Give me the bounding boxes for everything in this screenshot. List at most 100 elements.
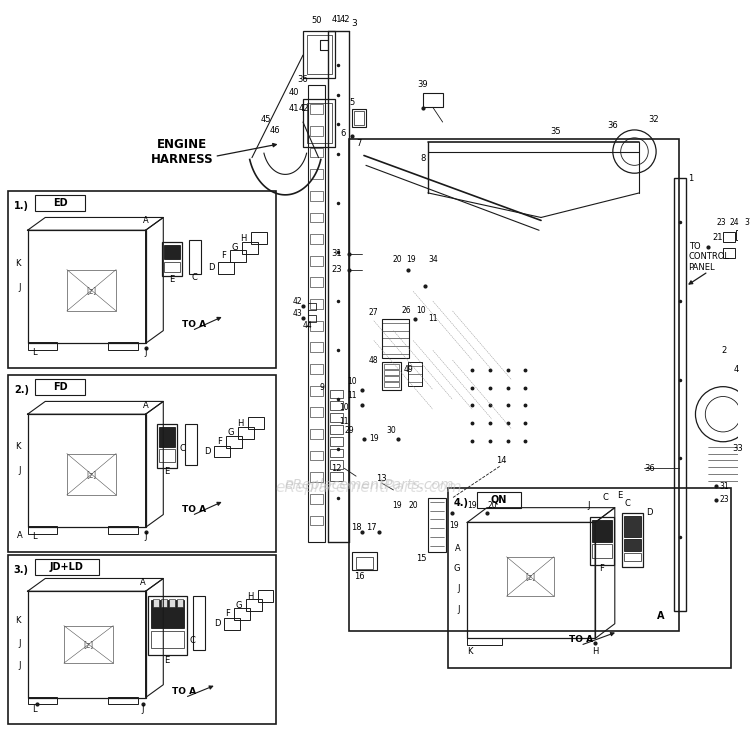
- Bar: [624, 553, 641, 561]
- Bar: [158, 424, 177, 468]
- Bar: [193, 596, 205, 650]
- Text: D: D: [204, 447, 211, 456]
- Text: 23: 23: [719, 496, 729, 504]
- Text: 39: 39: [418, 80, 428, 89]
- Text: F: F: [221, 251, 226, 260]
- Text: 35: 35: [550, 128, 561, 136]
- Bar: [214, 446, 230, 457]
- Bar: [506, 557, 554, 596]
- Bar: [258, 590, 274, 602]
- Bar: [185, 424, 196, 465]
- Text: 13: 13: [376, 474, 387, 482]
- Text: ENGINE
HARNESS: ENGINE HARNESS: [151, 138, 213, 166]
- Bar: [310, 147, 322, 158]
- Bar: [352, 109, 366, 127]
- Bar: [230, 250, 246, 262]
- Bar: [310, 191, 322, 201]
- Text: 34: 34: [428, 255, 438, 265]
- Bar: [592, 520, 612, 542]
- Text: 27: 27: [369, 309, 379, 317]
- Text: 36: 36: [608, 122, 618, 130]
- Bar: [159, 449, 175, 463]
- Text: 44: 44: [303, 321, 313, 330]
- Text: 17: 17: [367, 523, 377, 532]
- Bar: [448, 488, 730, 668]
- Text: TO A: TO A: [172, 687, 196, 696]
- Text: 31: 31: [719, 482, 729, 490]
- Text: JD+LD: JD+LD: [50, 561, 84, 572]
- Text: J: J: [144, 347, 147, 357]
- Text: G: G: [227, 428, 234, 438]
- Text: 10: 10: [416, 306, 426, 315]
- Text: D: D: [214, 619, 220, 628]
- Text: H: H: [592, 647, 598, 656]
- Bar: [352, 552, 376, 570]
- Bar: [234, 608, 250, 620]
- Bar: [723, 232, 735, 242]
- Text: E: E: [164, 655, 170, 665]
- Bar: [592, 544, 612, 558]
- Bar: [8, 191, 277, 368]
- Text: TO A: TO A: [182, 320, 206, 329]
- Text: A: A: [142, 216, 148, 225]
- Bar: [310, 321, 322, 331]
- Bar: [148, 596, 187, 655]
- Bar: [8, 375, 277, 552]
- Bar: [467, 638, 502, 645]
- Text: F: F: [225, 609, 230, 619]
- Bar: [28, 696, 57, 704]
- Text: 6: 6: [340, 129, 346, 139]
- Bar: [189, 240, 201, 273]
- Bar: [67, 454, 116, 495]
- Text: F: F: [217, 438, 222, 446]
- Text: J: J: [18, 465, 21, 475]
- Bar: [164, 262, 180, 271]
- Bar: [226, 436, 242, 448]
- Text: 19: 19: [406, 255, 416, 265]
- Bar: [329, 449, 344, 457]
- Bar: [329, 413, 344, 422]
- Text: 42: 42: [340, 15, 350, 24]
- Text: 20: 20: [408, 501, 418, 510]
- Text: eReplacementParts.com: eReplacementParts.com: [284, 478, 454, 492]
- Text: 41: 41: [289, 104, 299, 113]
- Text: E: E: [617, 491, 622, 501]
- Bar: [108, 696, 138, 704]
- Bar: [251, 232, 266, 244]
- Text: [z]: [z]: [83, 640, 94, 649]
- Text: [z]: [z]: [525, 572, 536, 581]
- Text: 50: 50: [311, 16, 322, 25]
- Bar: [177, 599, 183, 607]
- Text: TO A: TO A: [568, 635, 592, 644]
- Bar: [423, 92, 442, 107]
- Text: C: C: [190, 636, 196, 645]
- Text: 3: 3: [351, 19, 357, 28]
- Text: 19: 19: [467, 501, 477, 510]
- Bar: [224, 618, 240, 630]
- Text: QN: QN: [490, 495, 507, 505]
- Text: eReplacementParts.com: eReplacementParts.com: [275, 481, 462, 496]
- Bar: [246, 599, 262, 611]
- Bar: [310, 515, 322, 526]
- Bar: [310, 408, 322, 417]
- Bar: [382, 362, 401, 390]
- Bar: [310, 169, 322, 179]
- Text: 24: 24: [730, 218, 740, 227]
- Bar: [624, 515, 641, 537]
- Text: C: C: [625, 499, 631, 508]
- Text: 19: 19: [450, 521, 459, 530]
- Bar: [303, 31, 335, 78]
- Text: 3.): 3.): [13, 564, 28, 575]
- Text: 26: 26: [401, 306, 411, 315]
- Text: 42: 42: [298, 104, 309, 113]
- Bar: [248, 417, 264, 429]
- Text: 18: 18: [351, 523, 361, 532]
- Text: 16: 16: [354, 572, 364, 581]
- Text: [z]: [z]: [86, 286, 97, 295]
- Text: J: J: [144, 531, 147, 541]
- Text: D: D: [646, 508, 652, 517]
- Bar: [350, 139, 679, 630]
- Bar: [624, 539, 641, 551]
- Bar: [308, 85, 325, 542]
- Text: [z]: [z]: [86, 470, 97, 479]
